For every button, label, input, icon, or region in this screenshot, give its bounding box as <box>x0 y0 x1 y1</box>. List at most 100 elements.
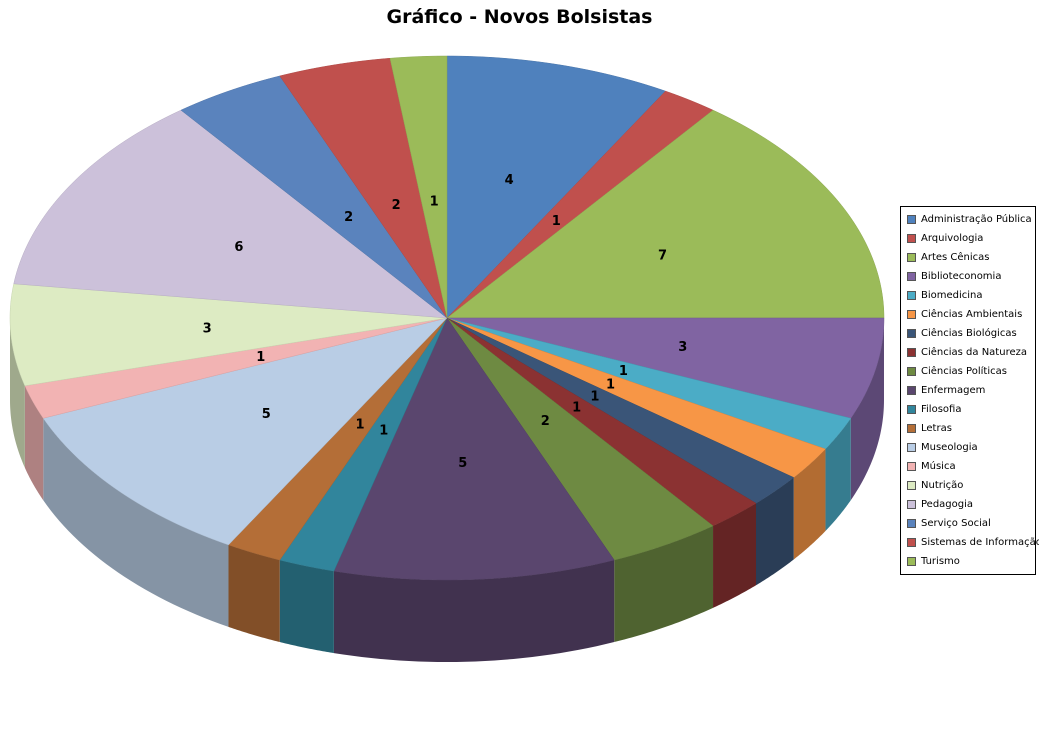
pie-side-10 <box>279 560 334 654</box>
legend-swatch <box>907 386 916 395</box>
pie-slice <box>446 317 757 527</box>
legend-swatch <box>907 424 916 433</box>
pie-slice <box>279 57 448 319</box>
pie-slice <box>446 55 666 319</box>
legend-label: Pedagogia <box>921 499 974 510</box>
legend-item: Música <box>901 457 1035 476</box>
legend-swatch <box>907 557 916 566</box>
legend-label: Sistemas de Informação <box>921 537 1039 548</box>
pie-side-14 <box>10 318 25 468</box>
legend-label: Nutrição <box>921 480 964 491</box>
legend-item: Filosofia <box>901 400 1035 419</box>
legend-swatch <box>907 348 916 357</box>
legend-item: Pedagogia <box>901 495 1035 514</box>
data-label: 1 <box>606 378 615 393</box>
legend-item: Museologia <box>901 438 1035 457</box>
pie-slice <box>446 317 852 450</box>
legend-label: Serviço Social <box>921 518 991 529</box>
legend-item: Ciências da Natureza <box>901 343 1035 362</box>
pie-side-5 <box>793 449 826 560</box>
data-label: 5 <box>262 407 271 422</box>
legend-item: Letras <box>901 419 1035 438</box>
data-label: 4 <box>505 173 514 188</box>
pie-slice <box>24 317 448 419</box>
data-label: 6 <box>234 240 243 255</box>
data-label: 1 <box>379 424 388 439</box>
legend-swatch <box>907 234 916 243</box>
pie-slice <box>279 317 448 572</box>
legend-label: Arquivologia <box>921 233 984 244</box>
data-label: 1 <box>356 418 365 433</box>
data-label: 7 <box>658 248 667 263</box>
legend-label: Biblioteconomia <box>921 271 1002 282</box>
chart-title: Gráfico - Novos Bolsistas <box>386 6 653 28</box>
legend-label: Turismo <box>921 556 960 567</box>
legend-item: Ciências Políticas <box>901 362 1035 381</box>
pie-slice <box>446 109 885 319</box>
pie-side-11 <box>228 544 280 643</box>
legend-swatch <box>907 519 916 528</box>
pie-slice <box>446 317 795 504</box>
legend-swatch <box>907 367 916 376</box>
legend-item: Serviço Social <box>901 514 1035 533</box>
pie-slice <box>446 317 885 419</box>
legend-item: Biblioteconomia <box>901 267 1035 286</box>
legend-label: Música <box>921 461 956 472</box>
data-label: 5 <box>458 456 467 471</box>
pie-side-6 <box>756 477 794 586</box>
legend-item: Ciências Biológicas <box>901 324 1035 343</box>
pie-side-4 <box>825 418 851 531</box>
pie-slice <box>446 317 714 561</box>
legend-item: Ciências Ambientais <box>901 305 1035 324</box>
pie-slice <box>228 317 448 561</box>
data-label: 2 <box>541 414 550 429</box>
legend: Administração Pública Arquivologia Artes C… <box>900 206 1039 575</box>
legend-item: Administração Pública <box>901 210 1035 229</box>
pie-side-8 <box>614 525 714 643</box>
legend-swatch <box>907 481 916 490</box>
data-label: 3 <box>678 340 687 355</box>
pie-slice <box>42 317 448 546</box>
legend-item: Artes Cênicas <box>901 248 1035 267</box>
legend-label: Ciências Políticas <box>921 366 1007 377</box>
legend-swatch <box>907 329 916 338</box>
data-label: 2 <box>392 198 401 213</box>
legend-item: Biomedicina <box>901 286 1035 305</box>
legend-swatch <box>907 253 916 262</box>
legend-swatch <box>907 291 916 300</box>
legend-swatch <box>907 500 916 509</box>
data-label: 1 <box>590 390 599 405</box>
pie-side-12 <box>43 418 229 627</box>
pie-slice <box>446 90 714 319</box>
legend-swatch <box>907 272 916 281</box>
legend-swatch <box>907 405 916 414</box>
legend-item: Sistemas de Informação <box>901 533 1039 552</box>
legend-label: Museologia <box>921 442 978 453</box>
pie-slice <box>180 75 448 319</box>
legend-item: Turismo <box>901 552 1035 571</box>
pie-side-13 <box>24 385 44 501</box>
legend-label: Ciências Ambientais <box>921 309 1023 320</box>
data-label: 2 <box>344 210 353 225</box>
legend-swatch <box>907 443 916 452</box>
data-label: 1 <box>430 194 439 209</box>
data-label: 1 <box>572 401 581 416</box>
legend-swatch <box>907 215 916 224</box>
data-label: 1 <box>619 364 628 379</box>
legend-swatch <box>907 310 916 319</box>
legend-label: Ciências Biológicas <box>921 328 1017 339</box>
legend-swatch <box>907 538 916 547</box>
legend-label: Ciências da Natureza <box>921 347 1027 358</box>
pie-slice <box>13 109 448 319</box>
legend-swatch <box>907 462 916 471</box>
legend-label: Enfermagem <box>921 385 986 396</box>
legend-label: Administração Pública <box>921 214 1032 225</box>
pie-side-9 <box>333 560 615 662</box>
legend-label: Biomedicina <box>921 290 983 301</box>
pie-slice <box>446 317 826 478</box>
pie-side-3 <box>850 318 884 501</box>
legend-label: Letras <box>921 423 952 434</box>
legend-item: Nutrição <box>901 476 1035 495</box>
legend-item: Enfermagem <box>901 381 1035 400</box>
